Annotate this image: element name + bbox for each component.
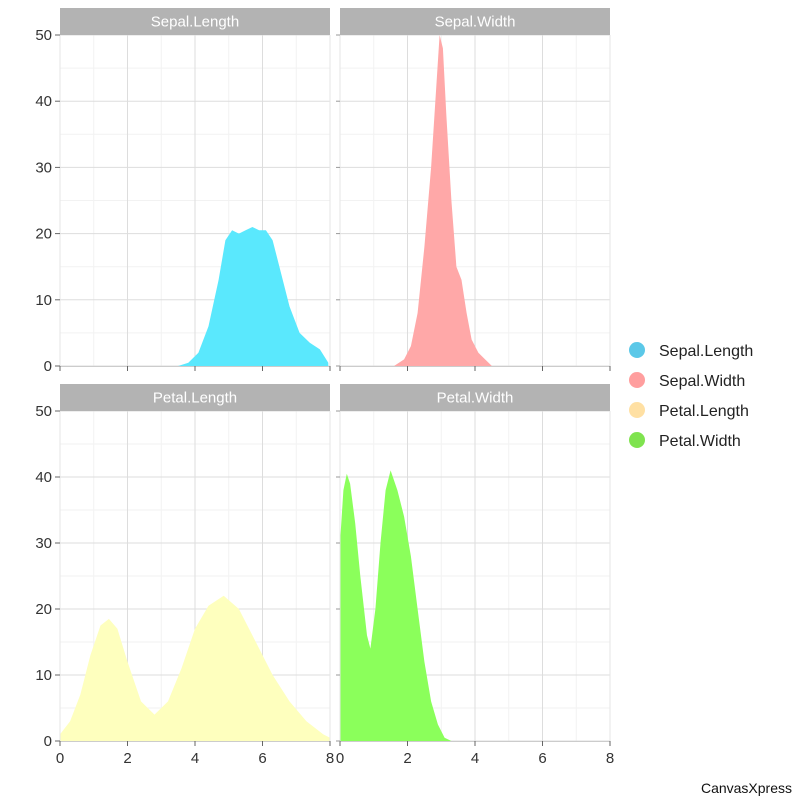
legend: Sepal.Length Sepal.Width Petal.Length Petal…: [629, 342, 753, 450]
x-tick-label: 6: [258, 750, 266, 767]
facet-strip: [340, 8, 610, 35]
x-tick-label: 4: [191, 750, 199, 767]
y-tick-label: 50: [35, 403, 52, 420]
x-tick-label: 6: [538, 750, 546, 767]
facet-panel-1: Sepal.Width: [336, 8, 611, 371]
x-tick-label: 2: [123, 750, 131, 767]
density-area-petal-length: [60, 595, 330, 741]
facet-panel-2: Petal.Length 0 10 20 30 40 50 0 2 4 6 8: [35, 384, 334, 767]
x-tick-label: 0: [56, 750, 64, 767]
facet-panel-0: Sepal.Length 0 10 20 30 40 50: [35, 8, 331, 375]
x-tick-label: 8: [326, 750, 334, 767]
facet-strip: [340, 384, 610, 411]
y-tick-label: 30: [35, 159, 52, 176]
facet-strip-label: Sepal.Width: [435, 14, 516, 31]
y-tick-label: 10: [35, 292, 52, 309]
legend-swatch: [629, 342, 645, 358]
y-tick-label: 0: [44, 733, 52, 750]
y-tick-label: 40: [35, 93, 52, 110]
y-tick-label: 30: [35, 535, 52, 552]
x-tick-label: 2: [403, 750, 411, 767]
facet-panel-3: Petal.Width 0 2 4 6 8: [336, 384, 614, 767]
density-area-sepal-length: [178, 227, 329, 366]
facet-strip: [60, 8, 330, 35]
legend-label: Petal.Width: [659, 433, 741, 450]
y-tick-label: 20: [35, 601, 52, 618]
x-tick-label: 4: [471, 750, 479, 767]
legend-swatch: [629, 432, 645, 448]
legend-label: Sepal.Width: [659, 373, 745, 390]
x-tick-label: 0: [336, 750, 344, 767]
facet-strip-label: Petal.Width: [437, 390, 514, 407]
legend-label: Petal.Length: [659, 403, 749, 420]
facet-strip: [60, 384, 330, 411]
density-area-sepal-width: [394, 35, 492, 366]
legend-swatch: [629, 402, 645, 418]
legend-swatch: [629, 372, 645, 388]
x-tick-label: 8: [606, 750, 614, 767]
canvasxpress-credit: CanvasXpress: [700, 780, 792, 796]
y-tick-label: 40: [35, 469, 52, 486]
y-tick-label: 10: [35, 667, 52, 684]
facet-strip-label: Petal.Length: [153, 390, 237, 407]
y-tick-label: 0: [44, 358, 52, 375]
y-tick-label: 50: [35, 27, 52, 44]
y-tick-label: 20: [35, 226, 52, 243]
legend-label: Sepal.Length: [659, 343, 753, 360]
facet-strip-label: Sepal.Length: [151, 14, 239, 31]
density-area-petal-width: [340, 470, 452, 741]
